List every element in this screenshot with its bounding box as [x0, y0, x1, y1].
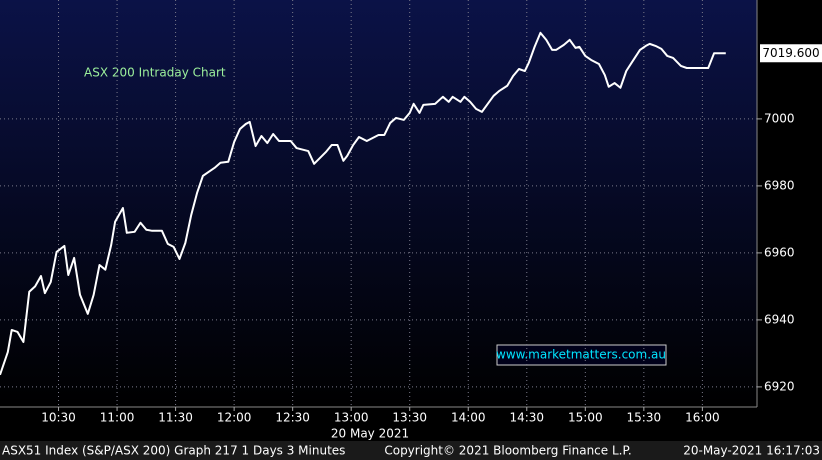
- chart-title: ASX 200 Intraday Chart: [84, 66, 226, 80]
- x-tick-label: 12:30: [275, 411, 310, 425]
- y-tick-label: 6980: [764, 178, 795, 192]
- y-tick-label: 6960: [764, 245, 795, 259]
- x-tick-label: 13:30: [392, 411, 427, 425]
- footer-left: ASX51 Index (S&P/ASX 200) Graph 217 1 Da…: [2, 444, 345, 458]
- x-tick-label: 13:00: [334, 411, 369, 425]
- x-tick-label: 11:00: [100, 411, 135, 425]
- watermark-box: [496, 344, 667, 366]
- x-axis-label: 20 May 2021: [331, 427, 409, 441]
- plot-area: [0, 0, 757, 407]
- last-value-box: [760, 44, 822, 63]
- footer-right: 20-May-2021 16:17:03: [683, 444, 820, 458]
- footer-center: Copyright© 2021 Bloomberg Finance L.P.: [384, 444, 631, 458]
- watermark: www.marketmatters.com.au: [496, 348, 666, 362]
- x-tick-label: 14:30: [509, 411, 544, 425]
- y-tick-label: 6940: [764, 312, 795, 326]
- x-tick-label: 15:30: [627, 411, 662, 425]
- x-tick-label: 10:30: [41, 411, 76, 425]
- y-tick-label: 6920: [764, 379, 795, 393]
- price-line: [0, 31, 726, 376]
- x-tick-label: 15:00: [568, 411, 603, 425]
- footer-bar: [0, 441, 822, 460]
- x-tick-label: 12:00: [217, 411, 252, 425]
- x-tick-label: 11:30: [158, 411, 193, 425]
- y-axis-area: [757, 0, 822, 407]
- x-tick-label: 14:00: [451, 411, 486, 425]
- last-value-label: 7019.600: [762, 46, 819, 60]
- y-tick-label: 7000: [764, 111, 795, 125]
- x-tick-label: 16:00: [685, 411, 720, 425]
